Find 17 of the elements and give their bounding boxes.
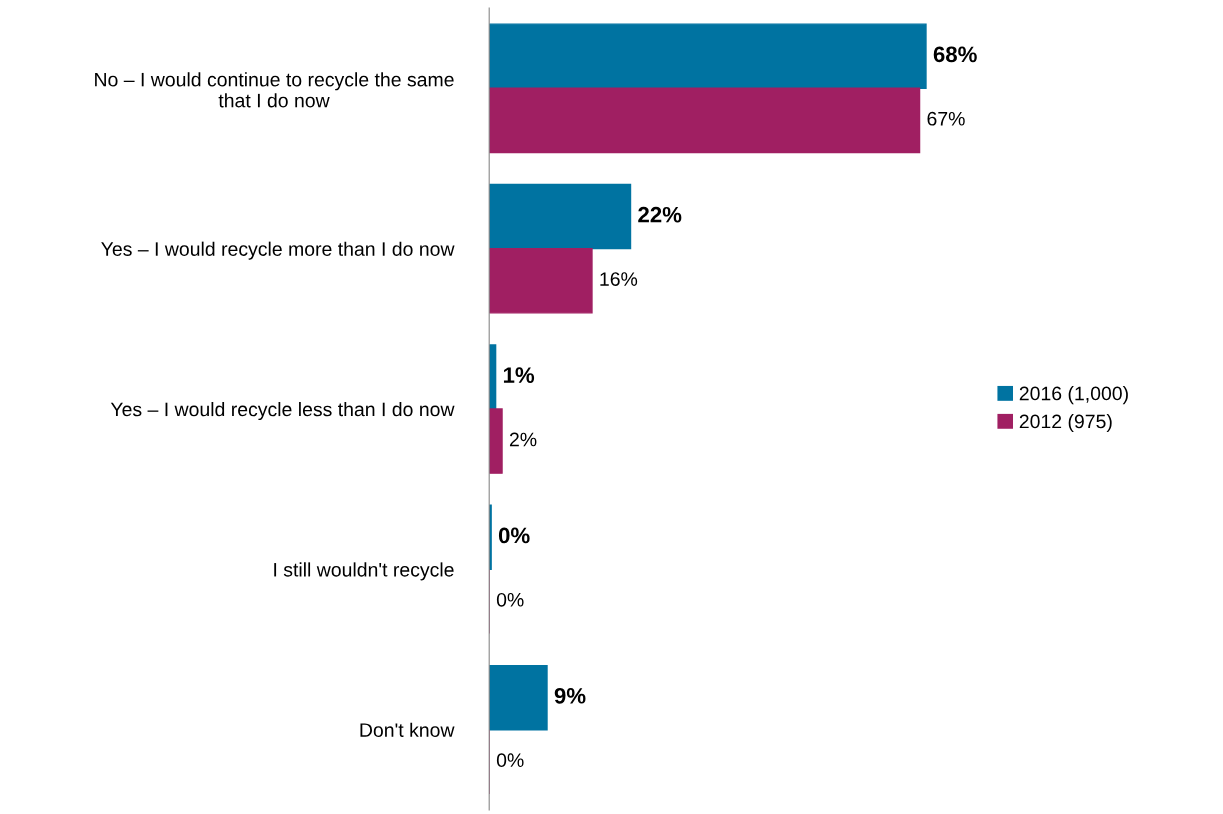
y-tick-label: Yes – I would recycle more than I do now: [101, 241, 455, 260]
y-tick-label: Yes – I would recycle less than I do now: [110, 401, 455, 421]
legend-label: 2012 (975): [1019, 414, 1112, 433]
data-label: 16%: [600, 272, 638, 286]
legend-label: 2016 (1,000): [1019, 386, 1128, 405]
y-tick-label: Don't know: [360, 722, 455, 737]
y-tick-label: I still wouldn't recycle: [274, 562, 454, 581]
data-label: 9%: [554, 687, 586, 704]
data-label: 0%: [498, 527, 530, 544]
data-label: 2%: [509, 432, 537, 447]
data-label: 68%: [933, 46, 977, 63]
data-label: 0%: [496, 753, 524, 768]
y-tick-label: No – I would continue to recycle the same that I do now: [95, 72, 454, 108]
data-label: 22%: [638, 206, 682, 223]
data-label: 1%: [503, 367, 535, 383]
data-label: 0%: [496, 592, 524, 607]
data-label: 67%: [927, 111, 965, 126]
